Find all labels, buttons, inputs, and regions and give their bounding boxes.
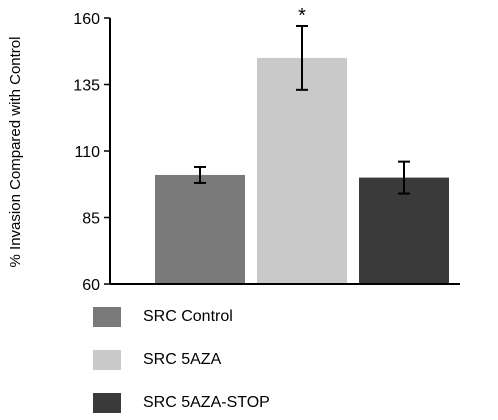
bar: [359, 177, 449, 284]
y-tick-label: 110: [74, 144, 100, 161]
bar: [155, 174, 245, 284]
legend-label: SRC Control: [143, 308, 233, 325]
significance-marker: *: [298, 5, 306, 27]
legend-item: SRC 5AZA-STOP: [93, 391, 270, 415]
legend-swatch: [93, 393, 121, 413]
y-tick-label: 60: [82, 277, 100, 294]
legend-item: SRC 5AZA: [93, 348, 221, 372]
y-axis-label-group: % Invasion Compared with Control: [7, 37, 24, 268]
bar: [257, 57, 347, 285]
y-tick-label: 85: [82, 211, 100, 228]
legend-swatch: [93, 350, 121, 370]
legend-label: SRC 5AZA-STOP: [143, 394, 270, 411]
error-bars: [194, 24, 410, 195]
bar-chart: % Invasion Compared with Control 60 85 110…: [7, 5, 460, 294]
legend-item: SRC Control: [93, 305, 233, 329]
bars: [155, 57, 449, 285]
y-axis-ticks: 60 85 110 135 160: [73, 11, 110, 294]
annotations: *: [298, 5, 306, 27]
y-axis-label: % Invasion Compared with Control: [7, 37, 24, 268]
y-tick-label: 135: [73, 78, 100, 95]
legend-swatch: [93, 307, 121, 327]
y-tick-label: 160: [73, 11, 100, 28]
legend-label: SRC 5AZA: [143, 351, 222, 368]
